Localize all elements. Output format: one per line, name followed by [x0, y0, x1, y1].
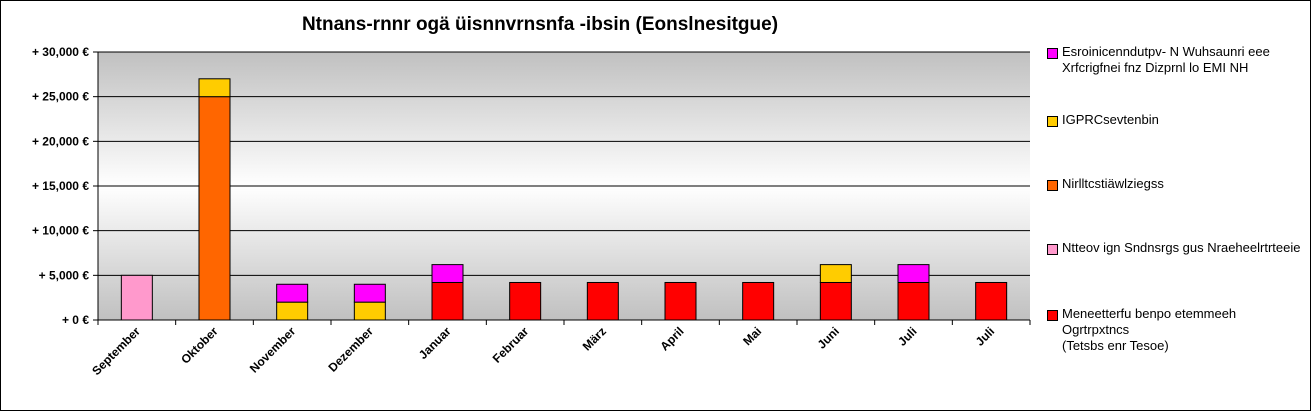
bar-segment	[742, 281, 775, 321]
x-tick-label: Juni	[815, 324, 842, 351]
bar-segment	[198, 96, 231, 321]
bar-segment	[353, 283, 386, 303]
legend-label: Esroinicenndutpv- N Wuhsaunri eee Xrfcri…	[1062, 44, 1270, 75]
bar-segment	[431, 281, 464, 321]
x-tick-label: März	[580, 324, 609, 353]
bar-segment	[897, 264, 930, 283]
legend-label: Meneetterfu benpo etemmeeh Ogrtrpxtncs (…	[1062, 306, 1237, 353]
bar-segment	[586, 281, 619, 321]
bar-segment	[819, 281, 852, 321]
bar-segment	[819, 264, 852, 283]
x-tick-label: November	[247, 324, 299, 376]
y-tick-label: + 10,000 €	[32, 224, 89, 238]
x-tick-label: Januar	[416, 324, 454, 362]
bar-segment	[897, 281, 930, 321]
bar-segment	[198, 78, 231, 98]
legend-swatch	[1047, 116, 1058, 127]
y-tick-label: + 30,000 €	[32, 45, 89, 59]
legend-swatch	[1047, 48, 1058, 59]
bar-segment	[276, 301, 309, 321]
legend-label: Nirlltcstiäwlziegss	[1062, 176, 1164, 191]
x-tick-label: Februar	[490, 324, 532, 366]
bar-segment	[975, 281, 1008, 321]
y-tick-label: + 20,000 €	[32, 134, 89, 148]
legend-label: Ntteov ign Sndnsrgs gus Nraeheelrtrteeie	[1062, 240, 1301, 255]
y-tick-label: + 5,000 €	[39, 268, 90, 282]
bar-segment	[664, 281, 697, 321]
chart-title: Ntnans-rnnr ogä üisnnvrnsnfa -ibsin (Eon…	[301, 14, 779, 35]
bar-segment	[120, 274, 153, 321]
x-tick-label: Juli	[973, 324, 998, 349]
x-tick-label: September	[89, 324, 143, 378]
x-tick-label: Dezember	[325, 324, 376, 375]
bar-segment	[509, 281, 542, 321]
y-tick-label: + 0 €	[62, 313, 89, 327]
bar-segment	[431, 264, 464, 283]
legend-swatch	[1047, 180, 1058, 191]
x-tick-label: April	[657, 324, 686, 353]
y-tick-label: + 25,000 €	[32, 90, 89, 104]
legend-swatch	[1047, 244, 1058, 255]
x-tick-label: Oktober	[178, 324, 221, 367]
x-tick-label: Mai	[740, 324, 764, 348]
x-tick-label: Juli	[895, 324, 920, 349]
legend-swatch	[1047, 310, 1058, 321]
bar-segment	[353, 301, 386, 321]
y-tick-label: + 15,000 €	[32, 179, 89, 193]
bar-segment	[276, 283, 309, 303]
legend-label: IGPRCsevtenbin	[1062, 112, 1159, 127]
